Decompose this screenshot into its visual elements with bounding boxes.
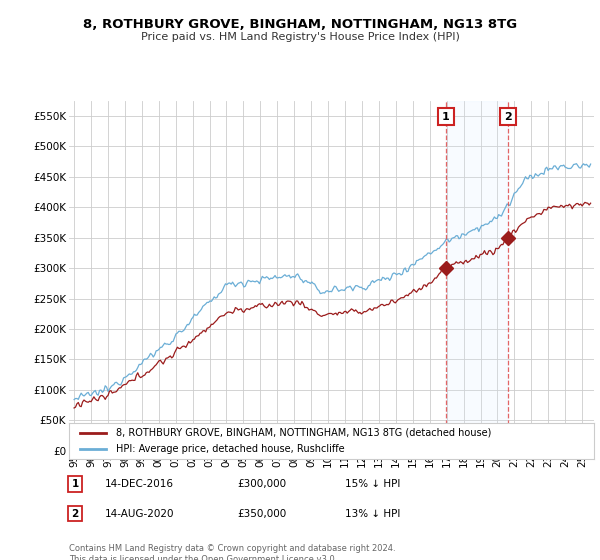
Text: Contains HM Land Registry data © Crown copyright and database right 2024.
This d: Contains HM Land Registry data © Crown c… <box>69 544 395 560</box>
Text: 13% ↓ HPI: 13% ↓ HPI <box>345 508 400 519</box>
Text: 15% ↓ HPI: 15% ↓ HPI <box>345 479 400 489</box>
Text: 8, ROTHBURY GROVE, BINGHAM, NOTTINGHAM, NG13 8TG (detached house): 8, ROTHBURY GROVE, BINGHAM, NOTTINGHAM, … <box>116 428 491 438</box>
Text: 8, ROTHBURY GROVE, BINGHAM, NOTTINGHAM, NG13 8TG: 8, ROTHBURY GROVE, BINGHAM, NOTTINGHAM, … <box>83 18 517 31</box>
Text: 1: 1 <box>71 479 79 489</box>
Text: 2: 2 <box>504 111 512 122</box>
Text: £350,000: £350,000 <box>237 508 286 519</box>
Text: 14-DEC-2016: 14-DEC-2016 <box>105 479 174 489</box>
Text: 14-AUG-2020: 14-AUG-2020 <box>105 508 175 519</box>
Text: 1: 1 <box>442 111 450 122</box>
Bar <box>446 101 508 451</box>
Text: £300,000: £300,000 <box>237 479 286 489</box>
Text: Price paid vs. HM Land Registry's House Price Index (HPI): Price paid vs. HM Land Registry's House … <box>140 32 460 43</box>
Text: 2: 2 <box>71 508 79 519</box>
Text: HPI: Average price, detached house, Rushcliffe: HPI: Average price, detached house, Rush… <box>116 444 345 454</box>
